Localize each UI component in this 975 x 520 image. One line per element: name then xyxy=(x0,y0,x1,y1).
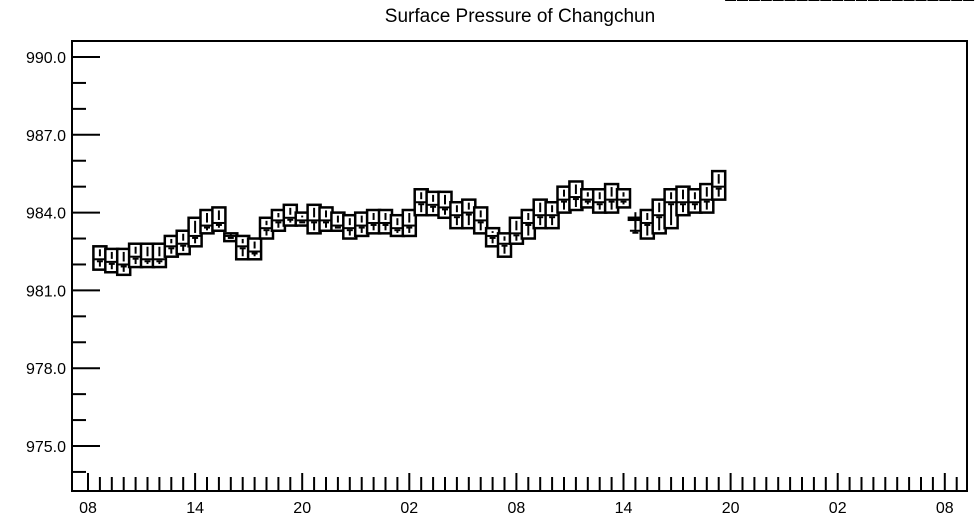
box xyxy=(401,208,418,238)
box-series xyxy=(92,0,975,277)
box xyxy=(532,198,548,230)
box xyxy=(246,237,263,261)
box xyxy=(342,213,358,240)
x-axis: 08 14 20 02 08 14 20 02 08 xyxy=(79,473,958,517)
x-tick-label: 20 xyxy=(722,500,740,517)
y-tick-label: 990.0 xyxy=(26,50,66,67)
x-tick-label: 20 xyxy=(293,500,311,517)
y-tick-label: 981.0 xyxy=(26,283,66,300)
x-tick-label: 14 xyxy=(186,500,204,517)
box xyxy=(639,208,656,240)
box xyxy=(472,206,489,235)
box-body xyxy=(710,169,727,201)
chart-title: Surface Pressure of Changchun xyxy=(385,6,655,27)
box xyxy=(282,203,299,227)
y-axis: 990.0 987.0 984.0 981.0 978.0 975.0 xyxy=(26,50,100,473)
box xyxy=(330,211,346,233)
y-tick-label: 987.0 xyxy=(26,128,66,145)
box xyxy=(699,182,715,214)
box-body xyxy=(615,188,632,209)
box xyxy=(163,234,180,258)
x-tick-label: 02 xyxy=(829,500,847,517)
x-tick-label: 08 xyxy=(508,500,526,517)
box xyxy=(710,169,727,201)
box-body xyxy=(401,208,418,238)
box-body xyxy=(246,237,263,261)
y-tick-label: 975.0 xyxy=(26,439,66,456)
box xyxy=(544,200,560,230)
y-tick-label: 984.0 xyxy=(26,206,66,223)
box xyxy=(365,208,382,235)
box xyxy=(687,188,703,214)
box xyxy=(234,234,251,261)
box xyxy=(675,185,691,217)
box xyxy=(627,212,644,234)
x-tick-label: 14 xyxy=(615,500,633,517)
box xyxy=(508,216,525,245)
box xyxy=(651,198,667,235)
box xyxy=(580,188,596,209)
x-tick-label: 02 xyxy=(400,500,418,517)
box xyxy=(461,198,477,230)
box xyxy=(127,242,144,269)
box xyxy=(115,247,132,277)
box xyxy=(187,216,203,248)
box xyxy=(211,206,227,233)
x-tick-label: 08 xyxy=(936,500,954,517)
box xyxy=(496,232,513,258)
x-tick-label: 08 xyxy=(79,500,97,517)
plot-frame xyxy=(71,40,968,492)
y-tick-label: 978.0 xyxy=(26,361,66,378)
box xyxy=(663,188,679,230)
box xyxy=(615,188,632,209)
box xyxy=(294,211,310,227)
